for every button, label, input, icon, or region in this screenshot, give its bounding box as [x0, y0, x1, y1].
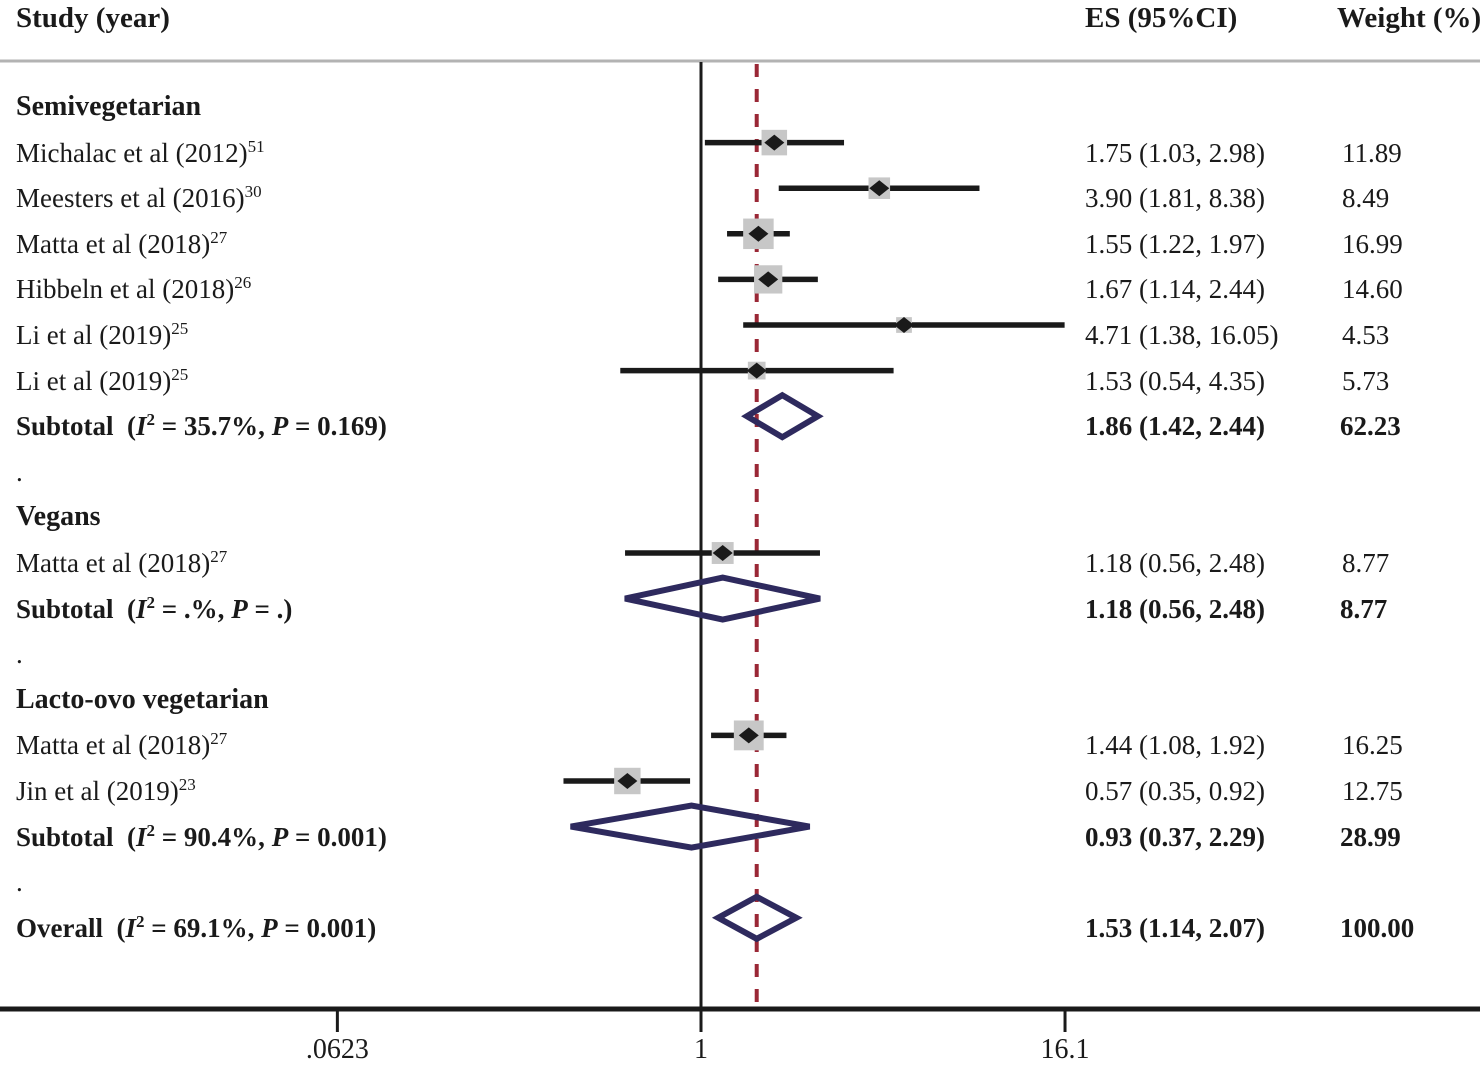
subtotal-diamond	[624, 574, 821, 623]
study-reference-superscript: 26	[234, 273, 252, 293]
es-value: 1.53 (1.14, 2.07)	[1085, 912, 1265, 943]
dot-row: .	[16, 639, 23, 670]
study-reference-superscript: 30	[244, 182, 262, 202]
group-label: Vegans	[16, 501, 101, 533]
study-label: Matta et al (2018)27	[16, 729, 228, 761]
es-value: 1.55 (1.22, 1.97)	[1085, 228, 1265, 259]
weight-value: 8.77	[1340, 593, 1388, 624]
weight-value: 8.49	[1342, 183, 1390, 214]
point-estimate-marker	[738, 727, 759, 744]
study-label: Matta et al (2018)27	[16, 547, 228, 578]
group-label: Semivegetarian	[16, 91, 202, 122]
dot-row: .	[16, 456, 23, 487]
point-estimate-marker	[758, 271, 779, 288]
study-reference-superscript: 27	[210, 227, 228, 247]
weight-value: 100.00	[1340, 912, 1415, 943]
point-estimate-marker	[869, 180, 890, 197]
study-label: Meesters et al (2016)30	[16, 182, 262, 214]
point-estimate-marker	[746, 362, 767, 379]
study-label: Hibbeln et al (2018)26	[16, 273, 252, 305]
es-value: 1.18 (0.56, 2.48)	[1085, 593, 1265, 624]
study-reference-superscript: 23	[178, 775, 196, 794]
es-value: 1.75 (1.03, 2.98)	[1085, 137, 1265, 168]
weight-value: 16.99	[1342, 228, 1403, 259]
study-reference-superscript: 27	[210, 729, 228, 749]
group-label: Lacto-ovo vegetarian	[16, 683, 269, 715]
es-value: 1.67 (1.14, 2.44)	[1085, 274, 1265, 305]
column-header-weight: Weight (%)	[1337, 2, 1480, 34]
study-reference-superscript: 51	[247, 136, 265, 156]
es-value: 4.71 (1.38, 16.05)	[1085, 320, 1279, 350]
es-value: 0.93 (0.37, 2.29)	[1085, 821, 1265, 852]
study-label: Michalac et al (2012)51	[16, 136, 265, 168]
es-value: 1.53 (0.54, 4.35)	[1085, 365, 1265, 396]
x-tick-label: 1	[694, 1034, 708, 1065]
es-value: 1.86 (1.42, 2.44)	[1085, 411, 1265, 442]
weight-value: 4.53	[1342, 320, 1390, 350]
dot-row: .	[16, 867, 23, 898]
es-value: 1.44 (1.08, 1.92)	[1085, 730, 1265, 761]
study-label: Li et al (2019)25	[16, 364, 189, 396]
subtotal-label: Subtotal (I2 = .%, P = .)	[16, 592, 293, 624]
study-label: Matta et al (2018)27	[16, 227, 228, 259]
es-value: 3.90 (1.81, 8.38)	[1085, 183, 1265, 214]
es-value: 1.18 (0.56, 2.48)	[1085, 548, 1265, 578]
point-estimate-marker	[748, 225, 769, 242]
subtotal-diamond	[570, 802, 811, 851]
subtotal-diamond	[741, 391, 824, 441]
weight-value: 28.99	[1340, 821, 1401, 852]
study-reference-superscript: 25	[171, 319, 189, 338]
weight-value: 11.89	[1342, 137, 1402, 168]
point-estimate-marker	[894, 317, 915, 333]
es-value: 0.57 (0.35, 0.92)	[1085, 776, 1265, 806]
point-estimate-marker	[764, 134, 785, 151]
x-tick-label: .0623	[306, 1034, 369, 1065]
x-tick-label: 16.1	[1041, 1034, 1090, 1065]
study-reference-superscript: 25	[171, 364, 189, 384]
column-header-es: ES (95%CI)	[1085, 2, 1238, 34]
subtotal-label: Subtotal (I2 = 90.4%, P = 0.001)	[16, 820, 387, 852]
weight-value: 8.77	[1342, 548, 1390, 578]
study-label: Jin et al (2019)23	[16, 775, 196, 806]
weight-value: 62.23	[1340, 411, 1401, 442]
study-label: Li et al (2019)25	[16, 319, 189, 350]
overall-diamond	[711, 893, 803, 943]
weight-value: 12.75	[1342, 776, 1403, 806]
point-estimate-marker	[712, 545, 733, 561]
weight-value: 16.25	[1342, 730, 1403, 761]
overall-label: Overall (I2 = 69.1%, P = 0.001)	[16, 911, 377, 943]
study-reference-superscript: 27	[210, 547, 228, 566]
weight-value: 5.73	[1342, 365, 1390, 396]
weight-value: 14.60	[1342, 274, 1403, 305]
point-estimate-marker	[617, 773, 638, 789]
column-header-study: Study (year)	[16, 2, 170, 34]
subtotal-label: Subtotal (I2 = 35.7%, P = 0.169)	[16, 410, 387, 442]
